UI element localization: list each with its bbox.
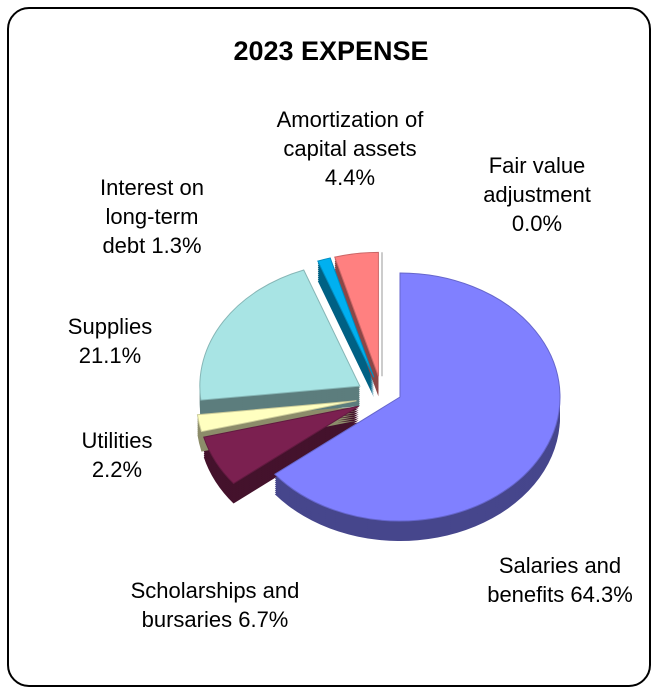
data-label: Interest on long-term debt 1.3%	[87, 173, 217, 260]
slice-side	[197, 404, 357, 436]
category-label: Scholarships and bursaries	[130, 578, 300, 632]
value-label: 6.7%	[238, 607, 289, 632]
slice	[274, 272, 561, 522]
slice	[317, 257, 375, 378]
category-label: Supplies	[67, 314, 153, 339]
frame	[7, 7, 651, 687]
chart-title: 2023 EXPENSE	[233, 36, 429, 66]
value-label: 21.1%	[78, 343, 142, 368]
value-label: 4.4%	[324, 165, 376, 190]
category-label: Interest on long-term debt	[100, 175, 204, 258]
category-label: Amortization of capital assets	[276, 107, 424, 161]
category-label: Utilities	[81, 428, 153, 453]
data-label: Scholarships and bursaries 6.7%	[110, 576, 320, 634]
slice	[196, 400, 357, 433]
value-label: 1.3%	[151, 233, 202, 258]
slice	[199, 269, 361, 401]
data-label: Amortization of capital assets 4.4%	[275, 105, 425, 192]
value-label: 0.0%	[511, 211, 563, 236]
data-label: Fair value adjustment 0.0%	[467, 151, 607, 238]
slice-side	[197, 402, 357, 434]
data-label: Salaries and benefits 64.3%	[485, 551, 635, 609]
data-label: Utilities 2.2%	[67, 426, 167, 484]
data-label: Supplies 21.1%	[60, 312, 160, 370]
category-label: Salaries and benefits	[487, 553, 622, 607]
category-label: Fair value adjustment	[483, 153, 591, 207]
slice	[334, 251, 379, 377]
slice	[203, 405, 359, 485]
value-label: 64.3%	[570, 582, 633, 607]
value-label: 2.2%	[91, 457, 143, 482]
